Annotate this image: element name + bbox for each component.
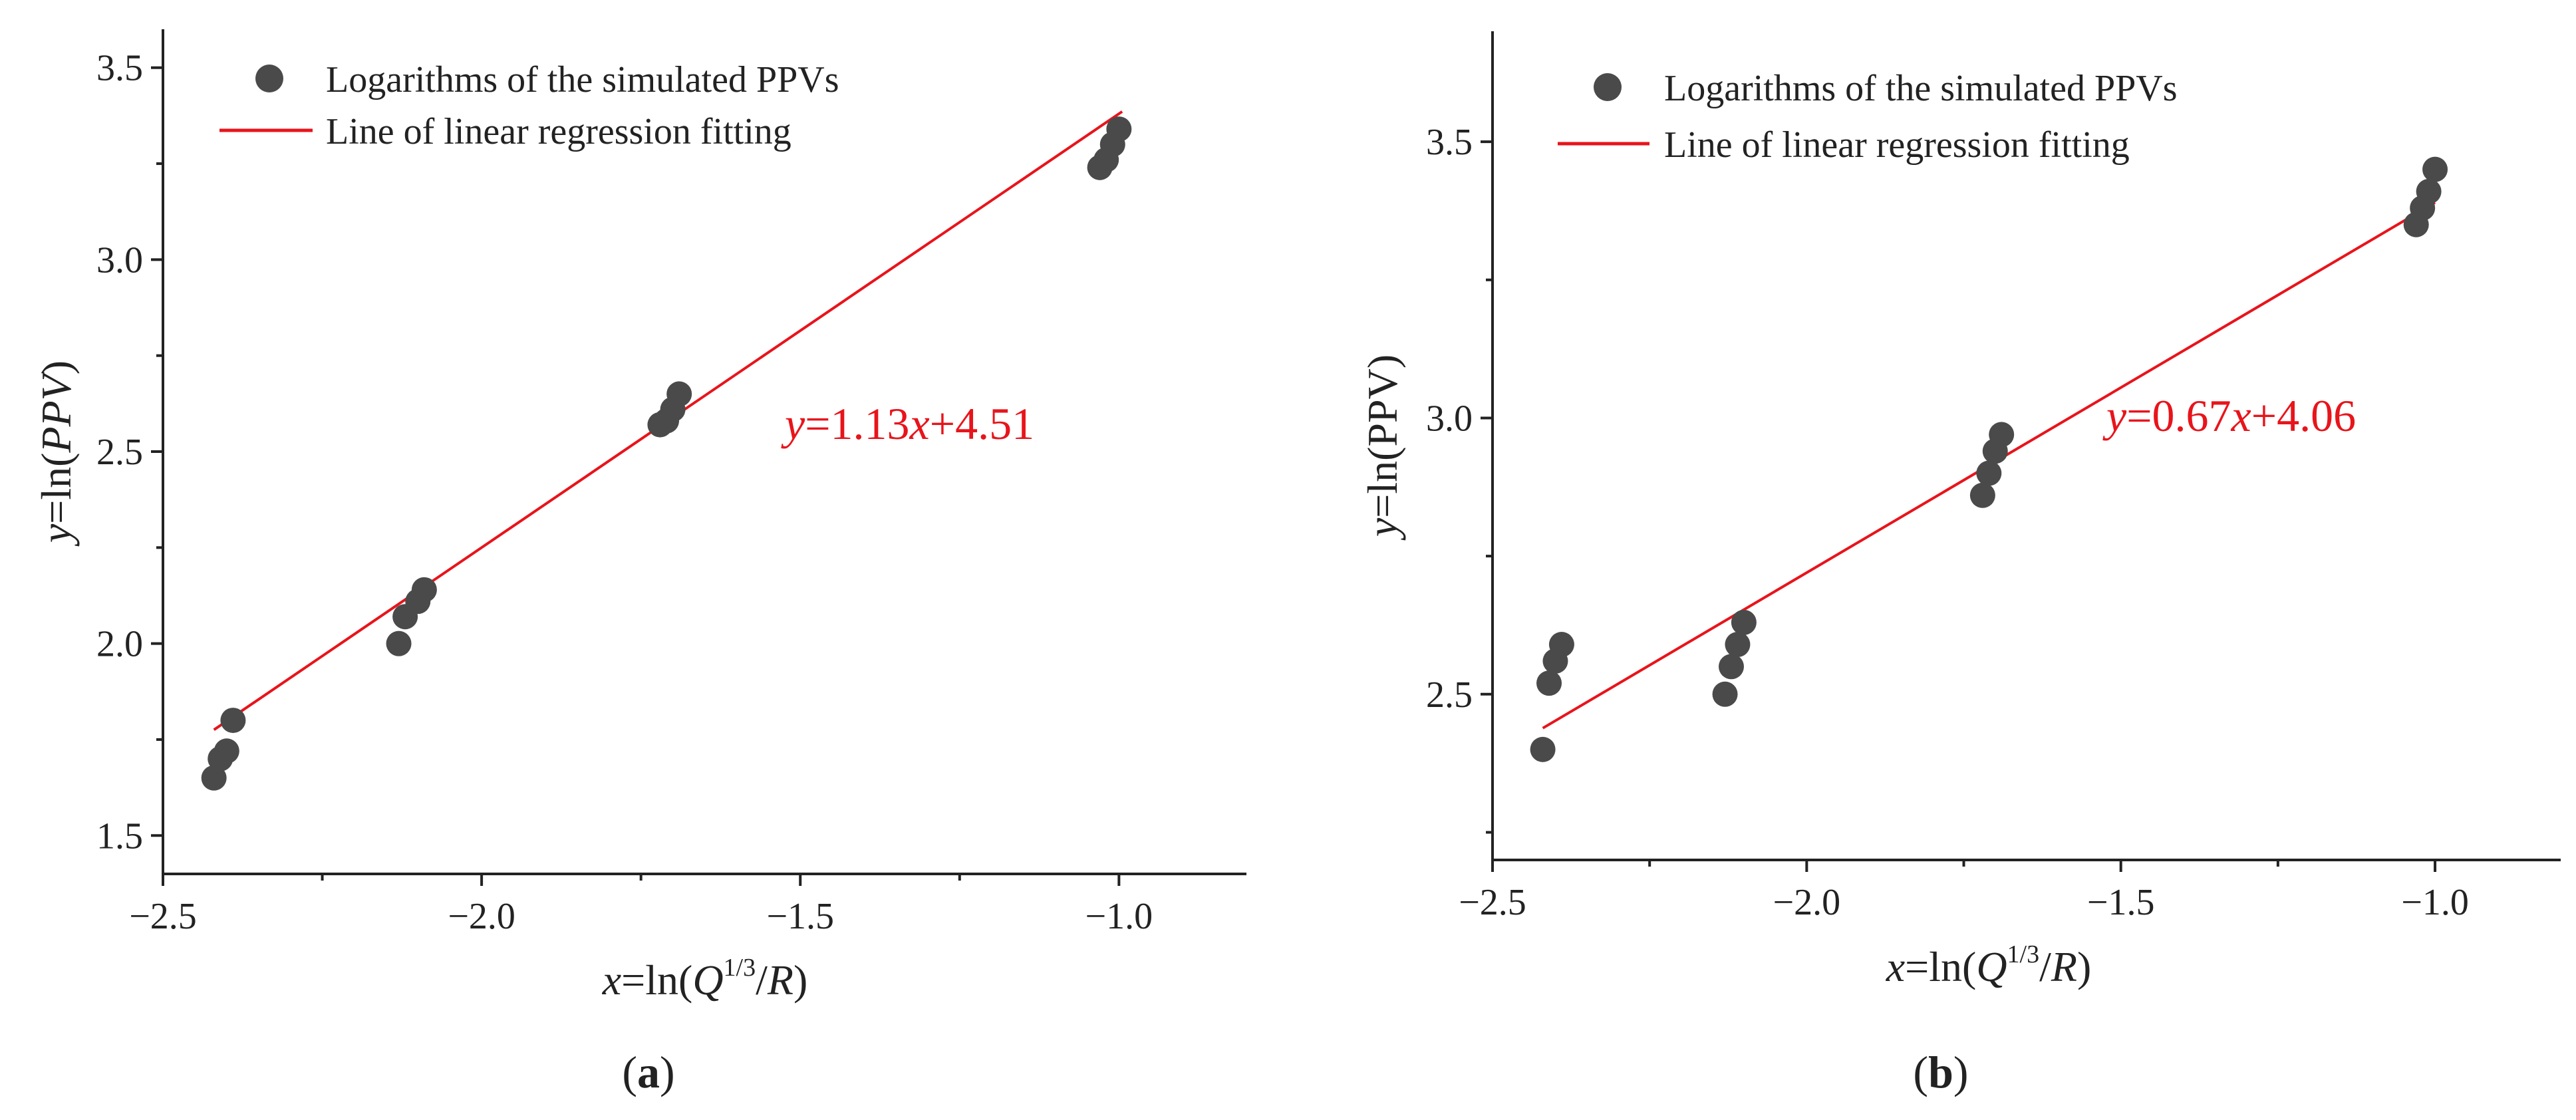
x-axis-title: x=ln(Q1/3/R) — [1886, 940, 2092, 990]
y-ticks: 1.5 2.0 2.5 3.0 3.5 — [96, 48, 163, 857]
x-tick-label: −1.5 — [766, 896, 834, 937]
data-point — [2422, 156, 2448, 182]
y-tick-label: 3.0 — [96, 239, 143, 281]
plot-area: −2.5 −2.0 −1.5 −1.0 1.5 2.0 2.5 3.0 3.5 — [96, 29, 1246, 937]
legend-label-points: Logarithms of the simulated PPVs — [326, 59, 839, 100]
x-tick-label: −2.0 — [1773, 882, 1841, 923]
data-point — [1712, 681, 1738, 707]
data-point — [1976, 460, 2002, 486]
x-tick-label: −2.5 — [129, 896, 197, 937]
data-point — [1731, 609, 1757, 635]
y-axis-title: y=ln(PPV) — [33, 360, 80, 547]
fit-equation: y=1.13x+4.51 — [781, 398, 1034, 449]
y-axis-title: y=ln(PPV) — [1359, 354, 1406, 541]
legend-label-fit: Line of linear regression fitting — [1664, 124, 2130, 166]
data-points-layer — [201, 116, 1132, 791]
y-tick-label: 2.5 — [96, 432, 143, 473]
x-axis-title: x=ln(Q1/3/R) — [602, 954, 808, 1004]
x-ticks: −2.5 −2.0 −1.5 −1.0 — [129, 874, 1153, 937]
chart-panel-a: −2.5 −2.0 −1.5 −1.0 1.5 2.0 2.5 3.0 3.5 Logarit… — [33, 29, 1246, 1097]
y-ticks: 2.5 3.0 3.5 — [1426, 122, 1493, 834]
panel-label: (a) — [622, 1047, 674, 1097]
legend: Logarithms of the simulated PPVs Line of… — [219, 59, 839, 152]
y-tick-label: 3.5 — [1426, 122, 1473, 163]
x-tick-label: −1.0 — [2401, 882, 2469, 923]
x-tick-label: −1.0 — [1085, 896, 1153, 937]
data-point — [220, 708, 246, 734]
x-tick-label: −2.5 — [1459, 882, 1526, 923]
data-point — [214, 738, 239, 764]
data-point — [1106, 116, 1132, 142]
data-points-layer — [1530, 156, 2448, 762]
y-tick-label: 2.0 — [96, 624, 143, 665]
x-ticks: −2.5 −2.0 −1.5 −1.0 — [1459, 860, 2469, 923]
data-point — [1989, 422, 2015, 448]
data-point — [666, 381, 692, 407]
x-tick-label: −2.0 — [448, 896, 515, 937]
y-tick-label: 2.5 — [1426, 674, 1473, 716]
data-point — [201, 765, 227, 791]
data-point — [1725, 632, 1751, 658]
data-point — [386, 630, 412, 656]
y-tick-label: 3.0 — [1426, 398, 1473, 439]
data-point — [1548, 632, 1574, 658]
fit-equation: y=0.67x+4.06 — [2102, 390, 2356, 441]
y-tick-label: 3.5 — [96, 48, 143, 89]
plot-area: −2.5 −2.0 −1.5 −1.0 2.5 3.0 3.5 — [1426, 31, 2561, 923]
data-point — [1530, 736, 1556, 762]
x-tick-label: −1.5 — [2087, 882, 2155, 923]
legend: Logarithms of the simulated PPVs Line of… — [1558, 68, 2178, 166]
legend-label-fit: Line of linear regression fitting — [326, 111, 791, 152]
data-point — [411, 577, 437, 603]
legend-marker-icon — [1594, 73, 1622, 101]
legend-marker-icon — [255, 65, 283, 92]
legend-label-points: Logarithms of the simulated PPVs — [1664, 68, 2178, 109]
data-point — [1718, 654, 1744, 680]
data-point — [1536, 670, 1562, 696]
panel-label: (b) — [1913, 1047, 1968, 1097]
data-point — [2416, 178, 2442, 204]
y-tick-label: 1.5 — [96, 815, 143, 857]
chart-panel-b: −2.5 −2.0 −1.5 −1.0 2.5 3.0 3.5 Logarithms of… — [1359, 31, 2561, 1097]
data-point — [1969, 482, 1995, 508]
